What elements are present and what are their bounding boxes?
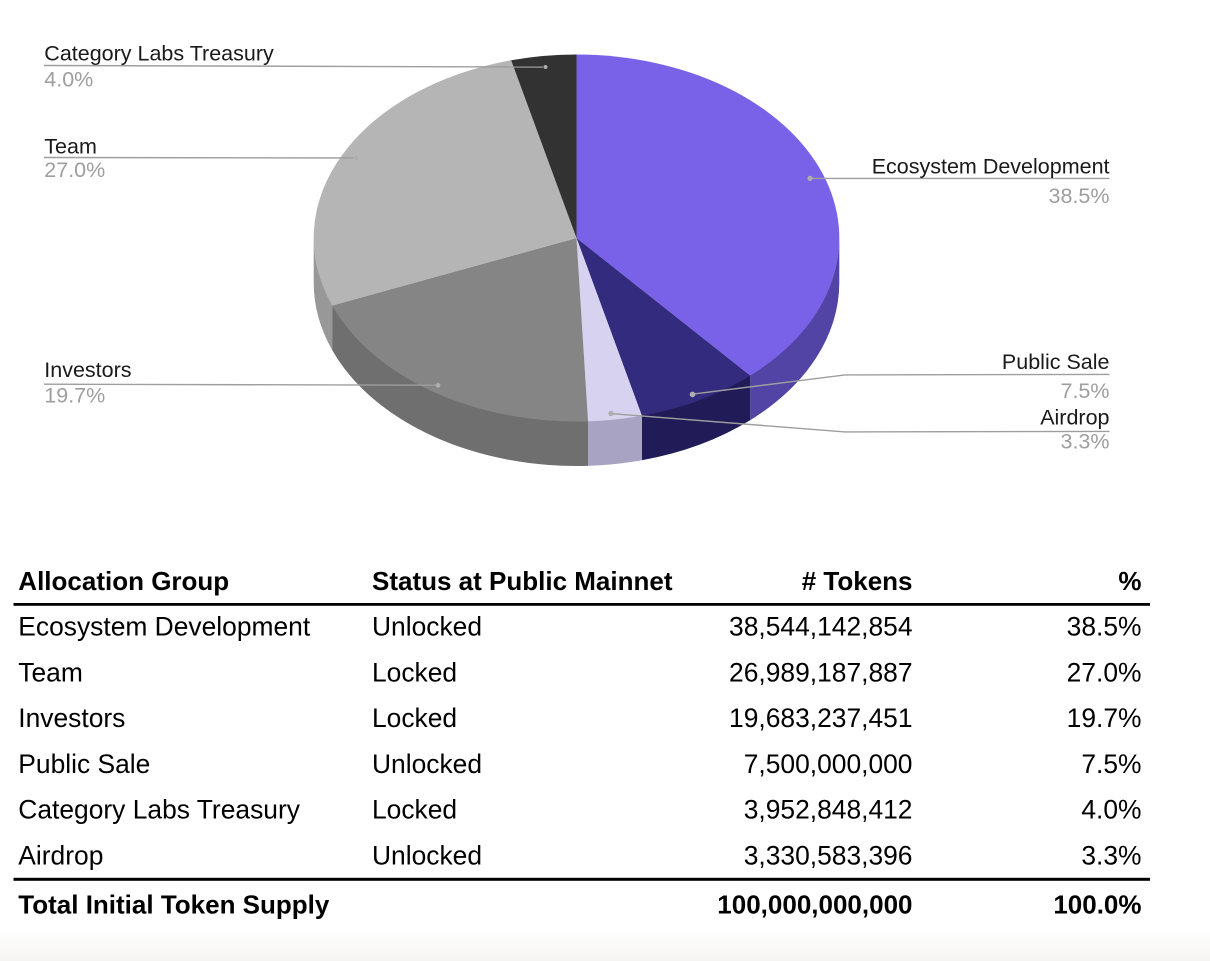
svg-text:100,000,000,000: 100,000,000,000 bbox=[717, 890, 912, 920]
svg-text:4.0%: 4.0% bbox=[44, 67, 93, 91]
svg-text:27.0%: 27.0% bbox=[44, 158, 105, 182]
svg-text:100.0%: 100.0% bbox=[1053, 890, 1141, 920]
svg-text:19,683,237,451: 19,683,237,451 bbox=[729, 703, 912, 733]
svg-text:38.5%: 38.5% bbox=[1049, 184, 1110, 208]
svg-text:Airdrop: Airdrop bbox=[1040, 405, 1109, 429]
svg-text:26,989,187,887: 26,989,187,887 bbox=[729, 657, 912, 687]
svg-text:Team: Team bbox=[44, 134, 97, 158]
svg-text:Status at Public Mainnet: Status at Public Mainnet bbox=[372, 566, 673, 596]
svg-text:Category Labs Treasury: Category Labs Treasury bbox=[18, 795, 300, 825]
svg-text:Unlocked: Unlocked bbox=[372, 840, 482, 870]
svg-text:3.3%: 3.3% bbox=[1081, 840, 1141, 870]
svg-text:Unlocked: Unlocked bbox=[372, 612, 482, 642]
svg-text:4.0%: 4.0% bbox=[1081, 795, 1141, 825]
svg-text:Locked: Locked bbox=[372, 795, 457, 825]
svg-text:Investors: Investors bbox=[44, 358, 131, 382]
svg-text:Locked: Locked bbox=[372, 657, 457, 687]
svg-text:3,952,848,412: 3,952,848,412 bbox=[744, 795, 913, 825]
svg-text:# Tokens: # Tokens bbox=[802, 566, 913, 596]
svg-text:19.7%: 19.7% bbox=[1067, 703, 1142, 733]
svg-text:7,500,000,000: 7,500,000,000 bbox=[744, 749, 913, 779]
svg-text:Category Labs Treasury: Category Labs Treasury bbox=[44, 41, 274, 65]
svg-text:38,544,142,854: 38,544,142,854 bbox=[729, 612, 912, 642]
svg-text:19.7%: 19.7% bbox=[44, 383, 105, 407]
svg-text:7.5%: 7.5% bbox=[1060, 379, 1109, 403]
svg-text:Allocation Group: Allocation Group bbox=[18, 566, 229, 596]
svg-text:Public Sale: Public Sale bbox=[1002, 350, 1110, 374]
svg-text:Team: Team bbox=[18, 657, 83, 687]
svg-text:Locked: Locked bbox=[372, 703, 457, 733]
svg-text:27.0%: 27.0% bbox=[1067, 657, 1142, 687]
svg-text:3.3%: 3.3% bbox=[1060, 429, 1109, 453]
svg-text:7.5%: 7.5% bbox=[1081, 749, 1141, 779]
svg-text:Total Initial Token Supply: Total Initial Token Supply bbox=[18, 890, 330, 920]
svg-text:38.5%: 38.5% bbox=[1067, 612, 1142, 642]
svg-text:%: % bbox=[1118, 566, 1141, 596]
svg-text:Ecosystem Development: Ecosystem Development bbox=[18, 612, 311, 642]
svg-text:3,330,583,396: 3,330,583,396 bbox=[744, 840, 913, 870]
svg-text:Investors: Investors bbox=[18, 703, 125, 733]
svg-text:Ecosystem Development: Ecosystem Development bbox=[872, 155, 1110, 179]
svg-text:Airdrop: Airdrop bbox=[18, 840, 103, 870]
svg-text:Unlocked: Unlocked bbox=[372, 749, 482, 779]
svg-text:Public Sale: Public Sale bbox=[18, 749, 150, 779]
